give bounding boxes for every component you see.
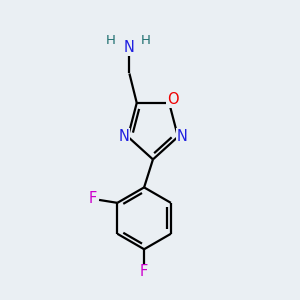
Text: N: N [118, 129, 129, 144]
Text: N: N [124, 40, 135, 55]
Text: F: F [140, 264, 148, 279]
Text: F: F [88, 191, 97, 206]
Text: H: H [141, 34, 151, 47]
Text: O: O [167, 92, 178, 107]
Text: N: N [177, 129, 188, 144]
Text: H: H [106, 34, 116, 47]
